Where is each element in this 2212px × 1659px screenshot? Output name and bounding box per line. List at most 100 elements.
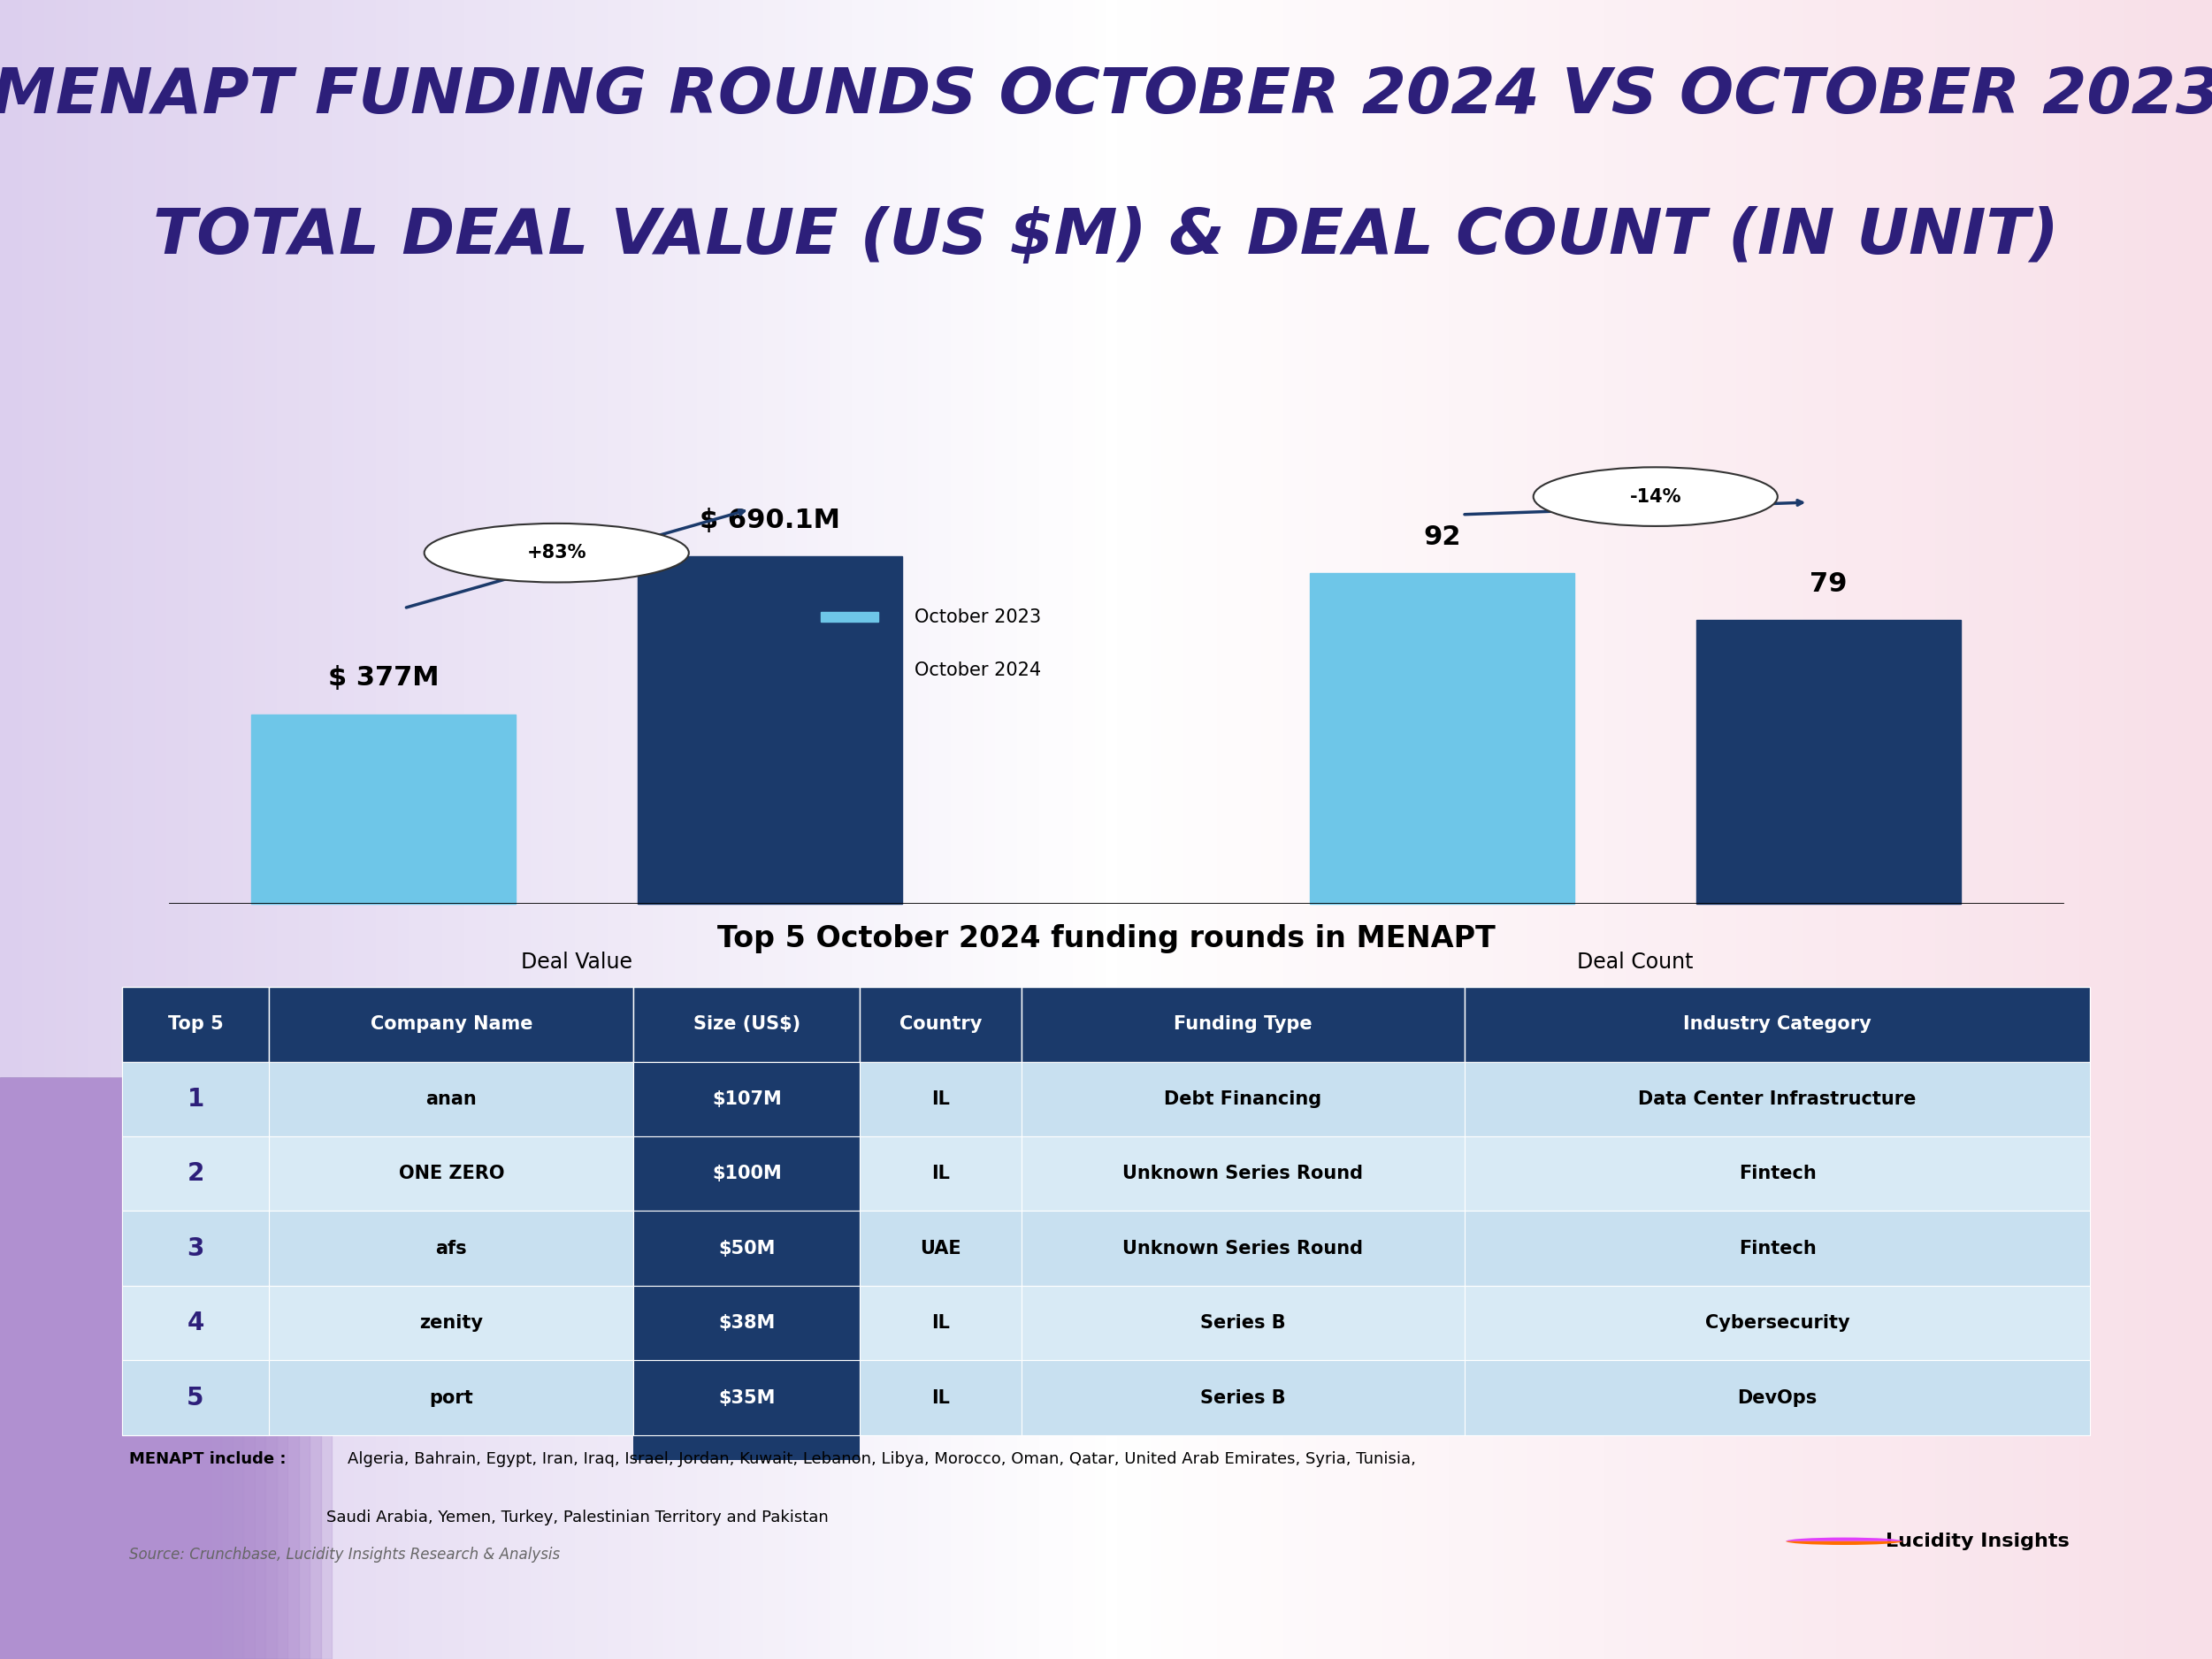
Bar xyxy=(332,0,343,1659)
Bar xyxy=(1464,1360,2090,1435)
Bar xyxy=(1305,0,1316,1659)
Text: 3: 3 xyxy=(188,1236,204,1261)
Text: Unknown Series Round: Unknown Series Round xyxy=(1121,1239,1363,1258)
Bar xyxy=(1018,0,1029,1659)
Bar xyxy=(1670,0,1681,1659)
Bar xyxy=(619,0,630,1659)
Text: Top 5 October 2024 funding rounds in MENAPT: Top 5 October 2024 funding rounds in MEN… xyxy=(717,924,1495,954)
Bar xyxy=(633,1286,860,1360)
Bar xyxy=(1637,0,1648,1659)
Bar xyxy=(1858,0,1869,1659)
Bar xyxy=(1697,620,1960,904)
Text: ONE ZERO: ONE ZERO xyxy=(398,1165,504,1183)
Text: 4: 4 xyxy=(188,1311,204,1335)
Bar xyxy=(531,0,542,1659)
Bar xyxy=(1294,0,1305,1659)
Text: MENAPT include :: MENAPT include : xyxy=(128,1452,292,1467)
Bar xyxy=(2057,0,2068,1659)
Bar xyxy=(885,0,896,1659)
Text: Algeria, Bahrain, Egypt, Iran, Iraq, Israel, Jordan, Kuwait, Lebanon, Libya, Mor: Algeria, Bahrain, Egypt, Iran, Iraq, Isr… xyxy=(347,1452,1416,1467)
Bar xyxy=(1022,1360,1464,1435)
Bar xyxy=(2101,0,2112,1659)
Bar xyxy=(1022,1286,1464,1360)
Bar xyxy=(633,1211,860,1286)
Bar xyxy=(243,0,254,1659)
Bar xyxy=(774,0,785,1659)
Bar xyxy=(55,0,66,1659)
Bar xyxy=(860,1211,1022,1286)
Bar xyxy=(1703,0,1714,1659)
Text: Cybersecurity: Cybersecurity xyxy=(1705,1314,1849,1332)
Text: DevOps: DevOps xyxy=(1736,1389,1818,1407)
Bar xyxy=(1206,0,1217,1659)
Text: Company Name: Company Name xyxy=(369,1015,533,1034)
Bar xyxy=(633,987,860,1460)
Text: Funding Type: Funding Type xyxy=(1175,1015,1312,1034)
Bar xyxy=(863,0,874,1659)
Text: Deal Count: Deal Count xyxy=(1577,951,1692,972)
Bar xyxy=(365,0,376,1659)
Bar xyxy=(1493,0,1504,1659)
Text: 1: 1 xyxy=(188,1087,204,1112)
Bar xyxy=(1471,0,1482,1659)
Text: Source: Crunchbase, Lucidity Insights Research & Analysis: Source: Crunchbase, Lucidity Insights Re… xyxy=(128,1546,560,1563)
Bar xyxy=(940,0,951,1659)
Bar xyxy=(122,987,270,1062)
Bar xyxy=(1194,0,1206,1659)
Bar xyxy=(1537,0,1548,1659)
Bar xyxy=(2124,0,2135,1659)
Bar xyxy=(1847,0,1858,1659)
Bar xyxy=(270,1360,633,1435)
Bar xyxy=(1947,0,1958,1659)
Bar xyxy=(841,0,852,1659)
Text: Series B: Series B xyxy=(1201,1314,1285,1332)
Bar xyxy=(1006,0,1018,1659)
Bar xyxy=(111,0,122,1659)
Text: Industry Category: Industry Category xyxy=(1683,1015,1871,1034)
Bar xyxy=(420,0,431,1659)
Bar xyxy=(122,1360,270,1435)
Bar xyxy=(122,1136,270,1211)
Bar xyxy=(1770,0,1781,1659)
Bar xyxy=(265,0,276,1659)
Bar xyxy=(1022,1062,1464,1136)
Bar xyxy=(2168,0,2179,1659)
Bar xyxy=(1022,1136,1464,1211)
Bar xyxy=(166,0,177,1659)
Bar xyxy=(821,665,878,675)
Bar xyxy=(122,1286,270,1360)
Bar xyxy=(874,0,885,1659)
Bar xyxy=(22,0,33,1659)
Bar xyxy=(1327,0,1338,1659)
Bar xyxy=(270,1136,633,1211)
Bar xyxy=(1924,0,1936,1659)
Bar xyxy=(122,0,133,1659)
Bar xyxy=(2190,0,2201,1659)
Bar xyxy=(520,0,531,1659)
Bar xyxy=(122,1211,270,1286)
Bar xyxy=(66,0,77,1659)
Bar xyxy=(1283,0,1294,1659)
Bar xyxy=(254,0,265,1659)
Bar xyxy=(1692,0,1703,1659)
Bar xyxy=(1139,0,1150,1659)
Bar xyxy=(1183,0,1194,1659)
Bar xyxy=(641,0,653,1659)
Bar xyxy=(633,1062,860,1136)
Text: Top 5: Top 5 xyxy=(168,1015,223,1034)
Bar xyxy=(962,0,973,1659)
Bar xyxy=(1515,0,1526,1659)
Bar xyxy=(1310,574,1575,904)
Bar xyxy=(310,0,321,1659)
Bar xyxy=(1150,0,1161,1659)
Bar xyxy=(1382,0,1394,1659)
Bar xyxy=(633,1136,860,1211)
Bar xyxy=(33,0,44,1659)
Bar xyxy=(686,0,697,1659)
Text: 3: 3 xyxy=(188,1239,201,1258)
Bar xyxy=(633,987,860,1062)
Bar xyxy=(498,0,509,1659)
Bar xyxy=(1526,0,1537,1659)
Bar xyxy=(2157,0,2168,1659)
Bar xyxy=(675,0,686,1659)
